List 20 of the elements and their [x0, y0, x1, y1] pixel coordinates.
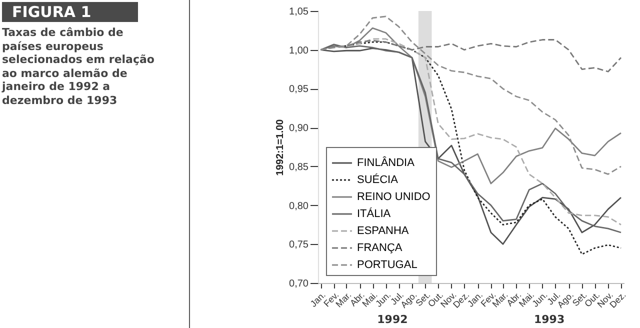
y-tick-label: 0,95: [289, 84, 309, 96]
y-tick-label: 0,90: [289, 123, 309, 134]
legend-label: ITÁLIA: [357, 207, 392, 220]
y-tick-label: 0,75: [289, 240, 309, 251]
y-tick-label: 0,85: [289, 162, 309, 173]
y-tick-label: 0,70: [289, 278, 309, 290]
legend-label: PORTUGAL: [357, 259, 418, 271]
legend-label: SUÉCIA: [357, 173, 399, 186]
text: FIGURA 1: [2, 2, 138, 22]
y-tick-label: 0,80: [289, 200, 309, 212]
y-tick-label: 1,00: [289, 45, 309, 56]
legend-label: FINLÂNDIA: [357, 156, 416, 169]
text: Taxas de câmbio de países europeus selecionados em relação ao marco alemão de janeiro de 1992 a dezembro de 1993: [0, 25, 156, 107]
legend-label: ESPANHA: [357, 225, 410, 237]
y-tick-label: 1,05: [289, 6, 309, 18]
y-axis-title: 1992:1=1.00: [275, 118, 286, 176]
text: 1993: [534, 313, 565, 326]
legend-label: FRANÇA: [357, 242, 403, 254]
legend-label: REINO UNIDO: [357, 191, 431, 203]
text: 1992: [377, 313, 408, 326]
